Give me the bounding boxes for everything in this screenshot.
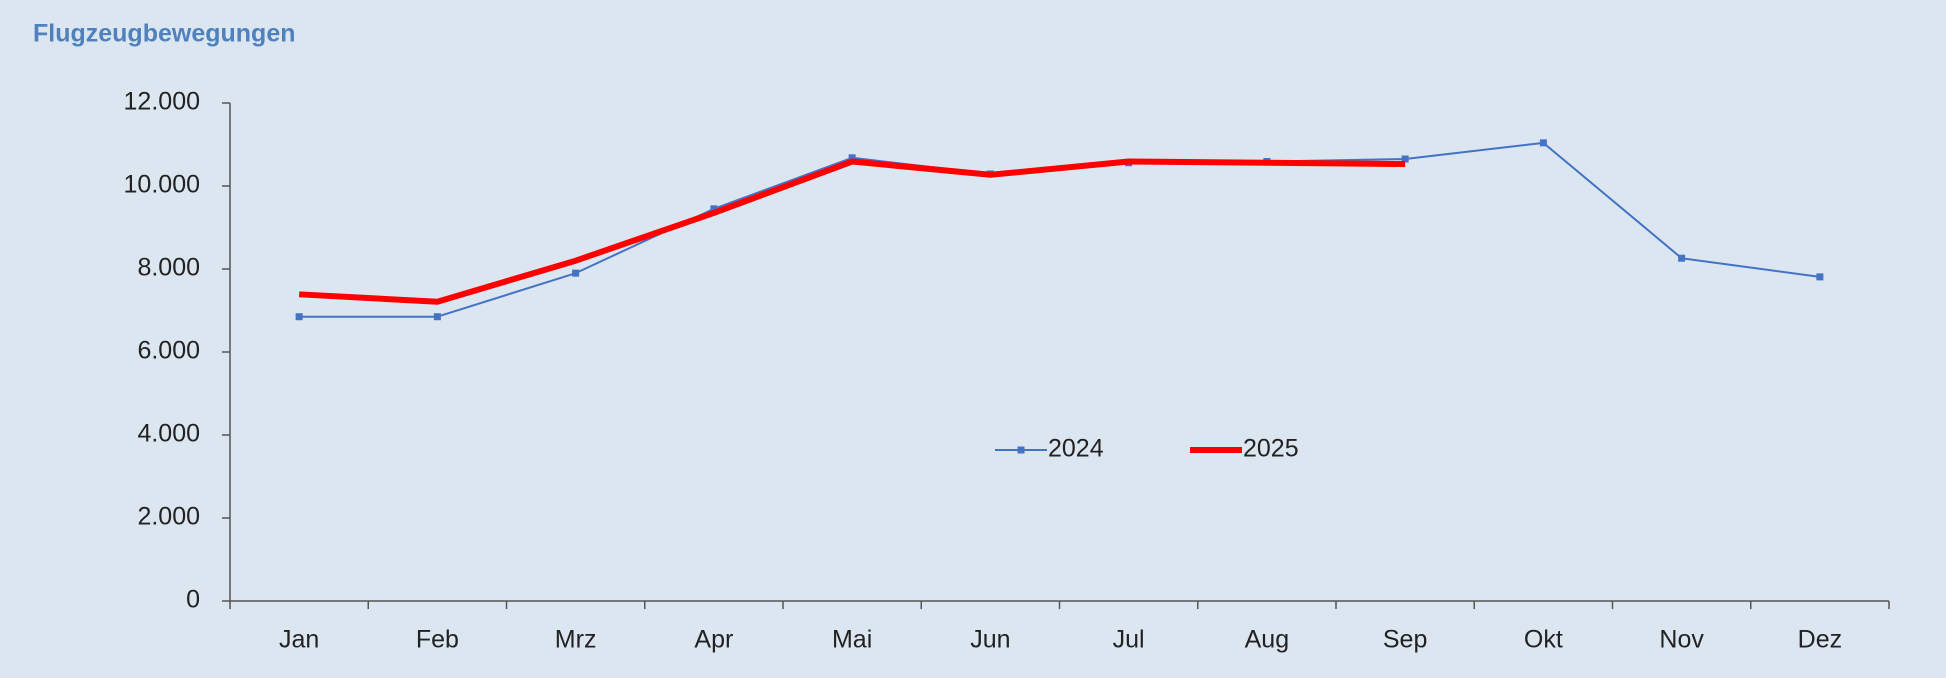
x-tick-label: Mrz xyxy=(555,626,597,654)
y-tick-label: 2.000 xyxy=(137,503,200,531)
point xyxy=(1401,155,1409,163)
series-line xyxy=(298,158,1406,305)
x-tick-label: Dez xyxy=(1798,626,1842,654)
x-tick-label: Mai xyxy=(832,626,872,654)
y-tick-label: 0 xyxy=(186,586,200,614)
x-tick-label: Feb xyxy=(416,626,459,654)
x-tick-label: Nov xyxy=(1659,626,1704,654)
x-tick-label: Jun xyxy=(970,626,1010,654)
y-tick-label: 10.000 xyxy=(124,171,200,199)
point xyxy=(1678,254,1686,262)
x-tick-label: Sep xyxy=(1383,626,1427,654)
point xyxy=(572,269,580,277)
chart-title: Flugzeugbewegungen xyxy=(33,20,296,48)
x-tick-label: Aug xyxy=(1245,626,1289,654)
point xyxy=(710,205,718,213)
y-tick-label: 8.000 xyxy=(137,254,200,282)
y-tick-label: 4.000 xyxy=(137,420,200,448)
point xyxy=(848,154,856,162)
x-tick-label: Jan xyxy=(279,626,319,654)
point xyxy=(433,313,441,321)
y-tick-label: 6.000 xyxy=(137,337,200,365)
y-tick-label: 12.000 xyxy=(124,88,200,116)
point xyxy=(295,313,303,321)
x-tick-label: Jul xyxy=(1113,626,1145,654)
legend-marker xyxy=(1017,446,1025,454)
point xyxy=(1539,139,1547,147)
x-tick-label: Okt xyxy=(1524,626,1563,654)
legend-label: 2025 xyxy=(1243,435,1299,463)
x-tick-label: Apr xyxy=(694,626,733,654)
point xyxy=(1816,273,1824,281)
legend-label: 2024 xyxy=(1048,435,1104,463)
